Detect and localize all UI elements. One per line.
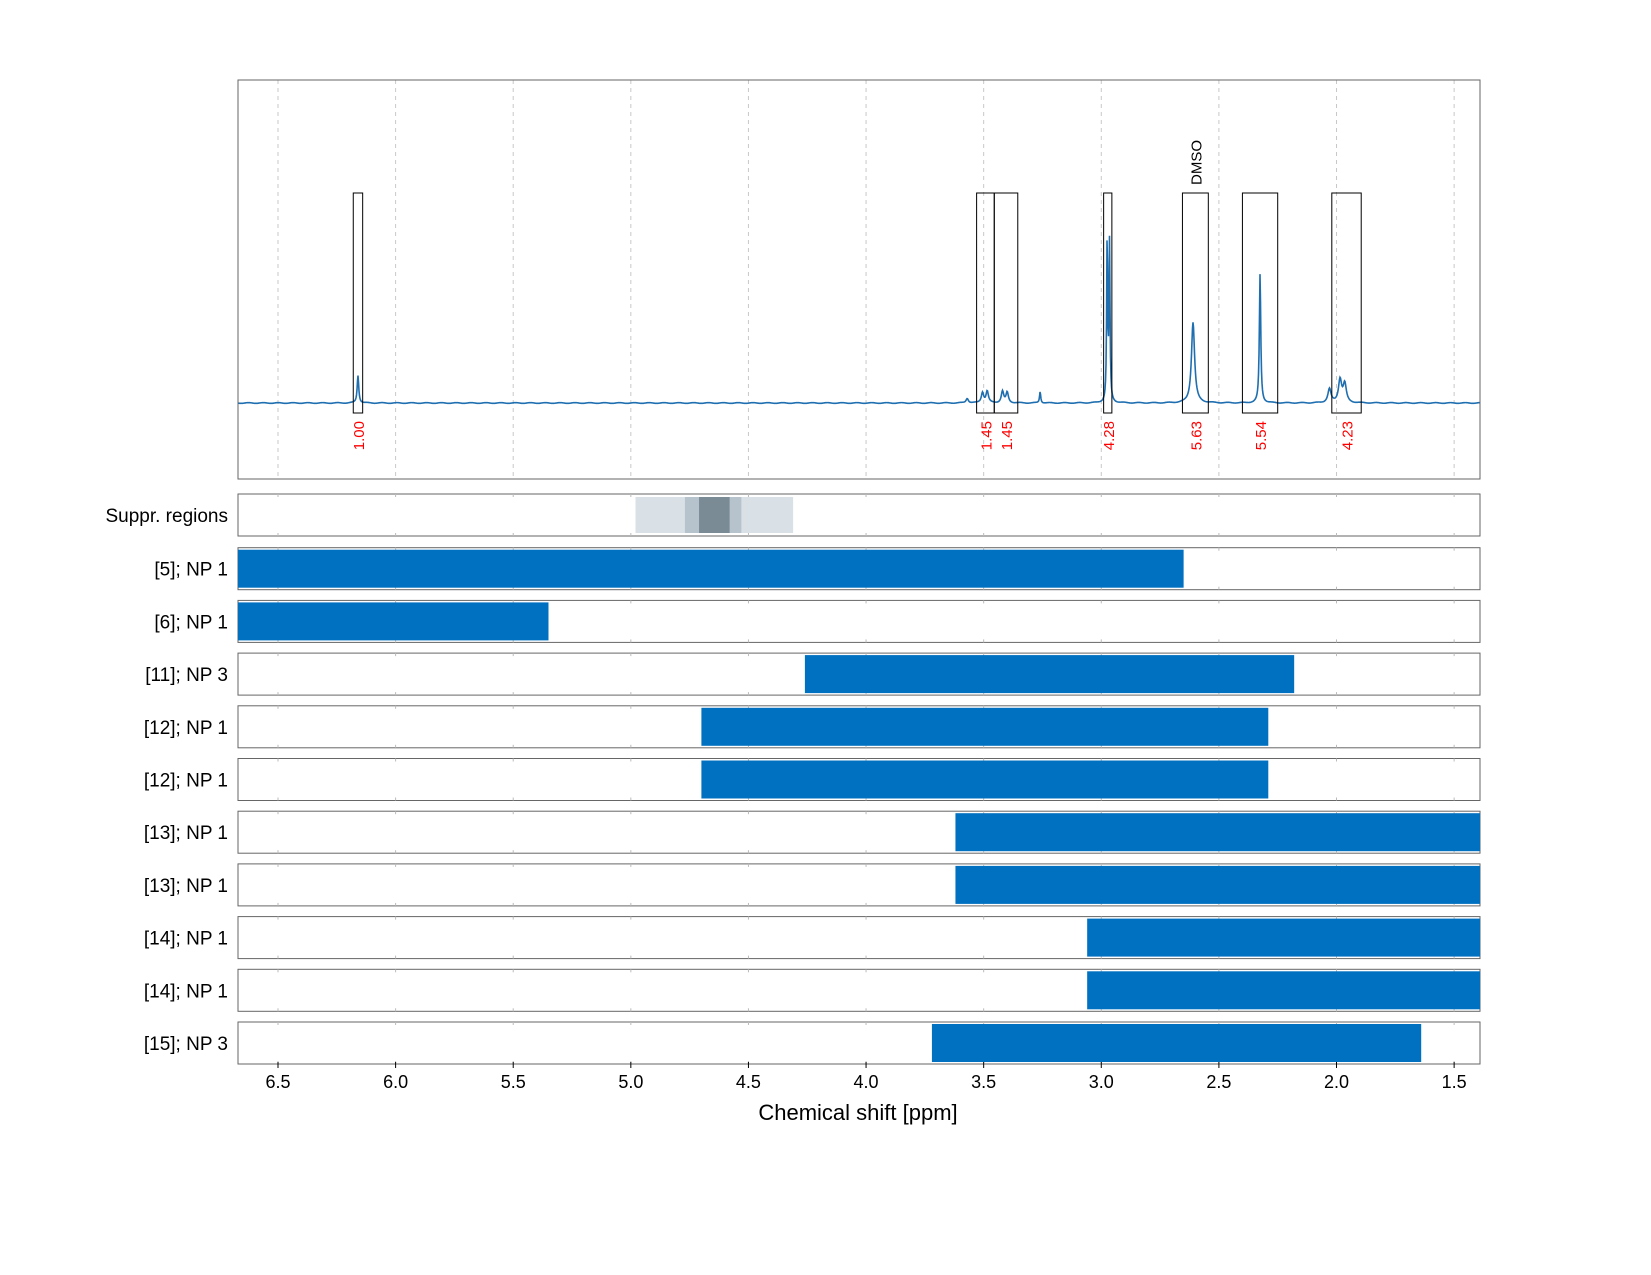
peak-annotation-label: DMSO	[1188, 140, 1205, 185]
x-tick-label: 2.5	[1206, 1072, 1231, 1092]
integral-value-label: 1.00	[351, 421, 368, 450]
range-row: [13]; NP 1	[144, 810, 1481, 854]
x-tick-label: 1.5	[1442, 1072, 1467, 1092]
suppression-panel: Suppr. regions	[105, 493, 1481, 537]
range-bar	[1087, 971, 1480, 1010]
integral-value-label: 5.63	[1188, 421, 1205, 450]
integral-value-label: 4.28	[1101, 421, 1118, 450]
x-tick-label: 5.5	[501, 1072, 526, 1092]
range-bar	[701, 707, 1269, 746]
range-row: [6]; NP 1	[154, 599, 1481, 643]
suppression-row: Suppr. regions	[105, 493, 1481, 537]
range-row: [13]; NP 1	[144, 863, 1481, 907]
suppression-band	[699, 497, 730, 533]
panel-label: [14]; NP 1	[144, 929, 228, 950]
integration-box	[1103, 192, 1113, 414]
integration-box	[1181, 192, 1209, 414]
range-bar	[804, 655, 1295, 694]
spectrum-panel-frame	[237, 79, 1481, 480]
spectrum-line	[237, 235, 1481, 405]
range-row: [11]; NP 3	[145, 652, 1481, 696]
x-tick-label: 5.0	[618, 1072, 643, 1092]
integral-value-label: 1.45	[999, 421, 1016, 450]
x-tick-label: 6.5	[265, 1072, 290, 1092]
panel-label: [12]; NP 1	[144, 771, 228, 792]
range-bar	[238, 602, 549, 641]
range-panels: [5]; NP 1 [6]; NP 1 [11]; NP 3 [12]; NP 1 [1…	[144, 547, 1481, 1065]
range-bar	[955, 865, 1480, 904]
panel-label: [11]; NP 3	[145, 665, 228, 686]
range-row: [15]; NP 3	[144, 1021, 1481, 1065]
panel-label: [14]; NP 1	[144, 981, 228, 1002]
x-axis: 6.5 6.0 5.5 5.0 4.5 4.0 3.5 3.0 2.5 2.0 1.5	[265, 1062, 1467, 1092]
panel-label: Suppr. regions	[105, 506, 228, 527]
integral-value-label: 4.23	[1340, 421, 1357, 450]
range-row: [14]; NP 1	[144, 916, 1481, 960]
range-row: [12]; NP 1	[144, 758, 1481, 801]
x-tick-label: 4.5	[736, 1072, 761, 1092]
range-bar	[1087, 918, 1480, 957]
x-tick-label: 6.0	[383, 1072, 408, 1092]
x-tick-label: 3.0	[1089, 1072, 1114, 1092]
integration-box	[1241, 192, 1279, 414]
panel-label: [6]; NP 1	[154, 612, 228, 633]
x-tick-label: 4.0	[854, 1072, 879, 1092]
panel-label: [15]; NP 3	[144, 1034, 228, 1055]
spectrum-gridlines	[277, 80, 1455, 479]
integration-box	[976, 192, 995, 414]
range-bar	[931, 1024, 1422, 1062]
x-axis-label: Chemical shift [ppm]	[758, 1100, 957, 1125]
integration-box	[993, 192, 1019, 414]
integral-value-label: 1.45	[978, 421, 995, 450]
peak-annotations: DMSO	[1188, 140, 1205, 185]
range-row: [12]; NP 1	[144, 705, 1481, 749]
panel-label: [12]; NP 1	[144, 718, 228, 739]
integral-labels: 1.00 1.45 1.45 4.28 5.63 5.54 4.23	[351, 421, 1357, 450]
range-row: [14]; NP 1	[144, 968, 1481, 1012]
panel-label: [13]; NP 1	[144, 876, 228, 897]
range-bar	[701, 760, 1269, 799]
panel-label: [5]; NP 1	[154, 560, 228, 581]
range-bar	[238, 549, 1184, 588]
integral-value-label: 5.54	[1253, 421, 1270, 450]
range-row: [5]; NP 1	[154, 547, 1481, 591]
panel-label: [13]; NP 1	[144, 823, 228, 844]
integration-regions	[352, 192, 1362, 414]
integration-box	[1331, 192, 1362, 414]
x-tick-label: 2.0	[1324, 1072, 1349, 1092]
x-tick-label: 3.5	[971, 1072, 996, 1092]
range-bar	[955, 813, 1480, 852]
integration-box	[352, 192, 364, 414]
panel-frame	[237, 493, 1481, 537]
